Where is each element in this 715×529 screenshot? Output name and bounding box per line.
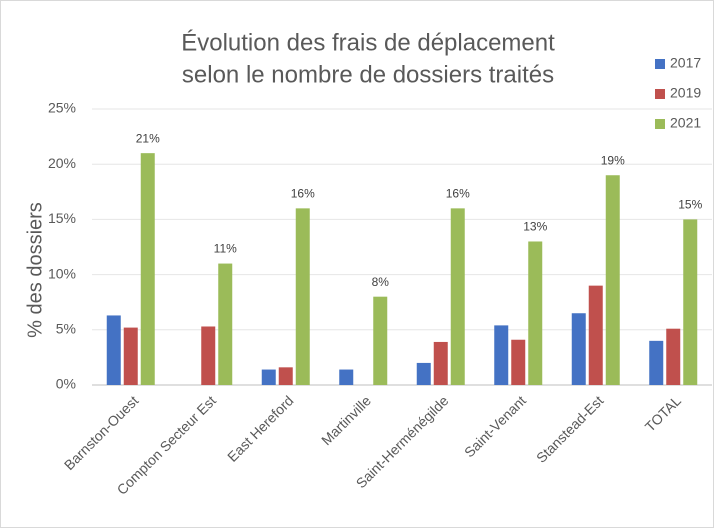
y-axis-label: % des dossiers — [24, 202, 46, 338]
value-label: 15% — [678, 198, 702, 212]
bar — [528, 241, 543, 385]
y-tick-label: 25% — [48, 100, 76, 116]
legend-swatch — [655, 59, 665, 69]
chart-title: selon le nombre de dossiers traités — [182, 61, 554, 88]
bar — [373, 296, 388, 385]
bar — [339, 369, 354, 385]
value-label: 19% — [601, 153, 625, 167]
legend-swatch — [655, 119, 665, 129]
value-label: 13% — [523, 220, 547, 234]
y-tick-label: 0% — [56, 376, 76, 392]
bar — [218, 263, 233, 385]
y-tick-label: 5% — [56, 321, 76, 337]
value-label: 16% — [446, 187, 470, 201]
bar — [416, 362, 431, 385]
legend-label: 2021 — [670, 115, 701, 131]
legend-swatch — [655, 89, 665, 99]
bar — [666, 328, 681, 385]
bar — [494, 325, 509, 385]
bar — [140, 153, 155, 385]
bar — [106, 315, 121, 385]
bar — [261, 369, 276, 385]
bar — [588, 285, 603, 385]
bar — [433, 341, 448, 385]
value-label: 16% — [291, 187, 315, 201]
bar — [450, 208, 465, 385]
bar — [201, 326, 216, 385]
chart-title: Évolution des frais de déplacement — [181, 29, 555, 56]
y-tick-label: 15% — [48, 210, 76, 226]
value-label: 11% — [214, 242, 237, 256]
bar — [605, 175, 620, 385]
legend-label: 2017 — [670, 55, 701, 71]
value-label: 8% — [372, 275, 390, 289]
bar — [278, 367, 293, 385]
y-tick-label: 10% — [48, 265, 76, 281]
legend-label: 2019 — [670, 85, 701, 101]
y-tick-label: 20% — [48, 155, 76, 171]
bar — [511, 339, 526, 385]
bar — [571, 313, 586, 385]
bar — [683, 219, 698, 385]
bar — [649, 340, 664, 385]
value-label: 21% — [136, 131, 160, 145]
bar — [123, 327, 138, 385]
bar — [295, 208, 310, 385]
